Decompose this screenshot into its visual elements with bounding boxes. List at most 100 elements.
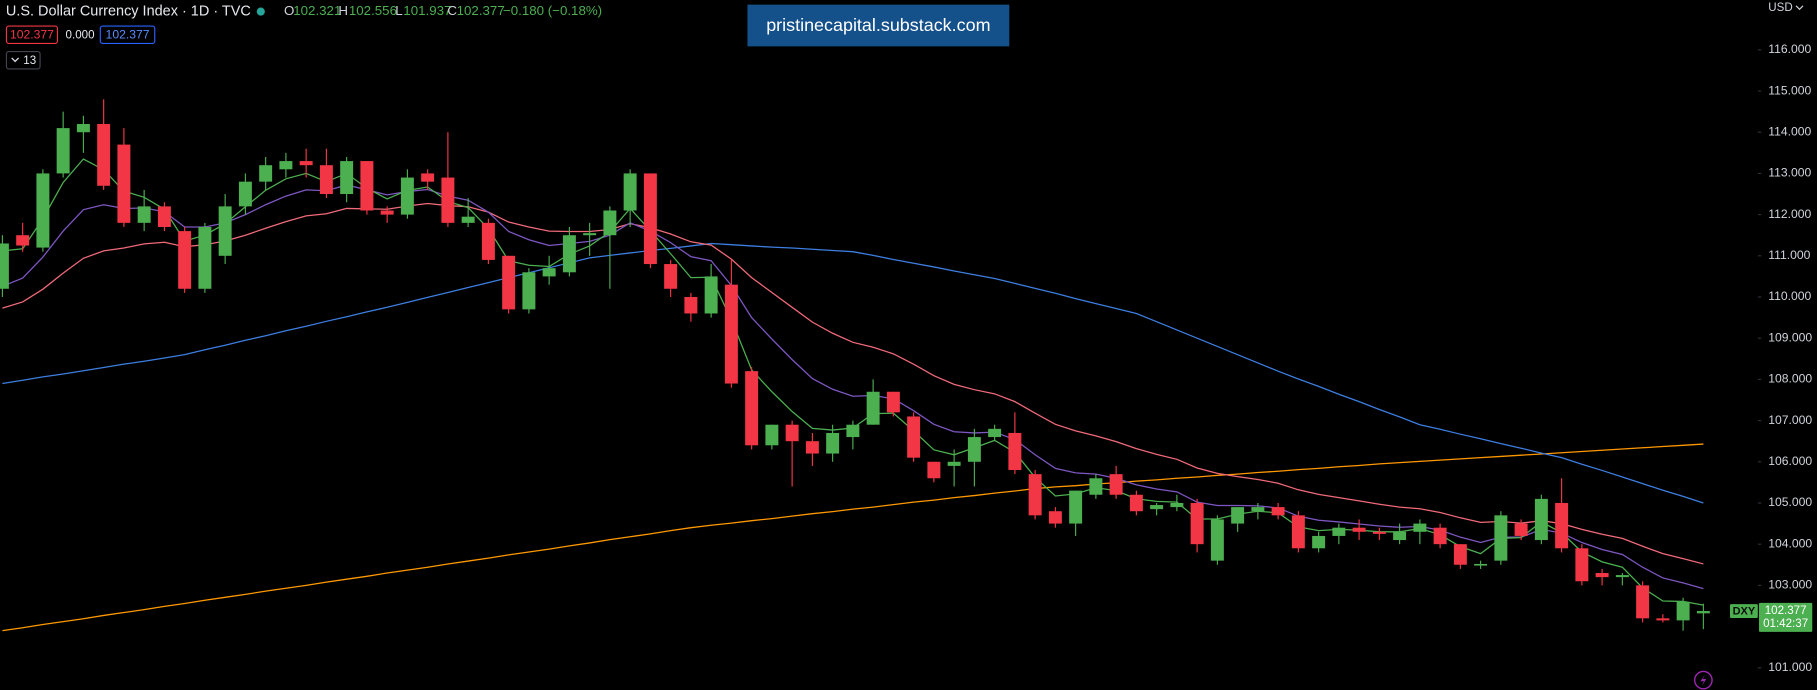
candle-body bbox=[481, 222, 495, 260]
candle-body bbox=[846, 424, 860, 438]
y-tick-label: 106.000 bbox=[1768, 454, 1812, 468]
ohlc-value: 102.556 bbox=[349, 3, 397, 18]
plot-area bbox=[0, 99, 1710, 632]
candle-body bbox=[927, 461, 941, 479]
candle-body bbox=[1251, 507, 1265, 512]
ohlc-value: 102.321 bbox=[293, 3, 341, 18]
candle-body bbox=[1028, 474, 1042, 516]
y-tick-label: 115.000 bbox=[1768, 83, 1811, 97]
candle-body bbox=[1210, 519, 1224, 561]
candle-body bbox=[421, 173, 435, 182]
lightning-button[interactable] bbox=[1693, 670, 1713, 690]
candle-body bbox=[1150, 505, 1164, 510]
candle-body bbox=[1372, 531, 1386, 534]
candle-body bbox=[583, 233, 597, 236]
candle-body bbox=[664, 264, 678, 289]
candle-body bbox=[76, 123, 90, 133]
candle-body bbox=[1534, 498, 1548, 541]
candle-body bbox=[988, 428, 1002, 438]
candle-body bbox=[279, 161, 293, 170]
bid-badge[interactable] bbox=[5, 25, 59, 45]
ohlc-value: 101.937 bbox=[403, 3, 451, 18]
candle-body bbox=[1170, 502, 1184, 508]
y-tick-label: 116.000 bbox=[1768, 42, 1811, 56]
candle-body bbox=[785, 424, 799, 442]
candle-body bbox=[947, 461, 961, 466]
candle-body bbox=[1595, 573, 1609, 578]
candle-body bbox=[1555, 502, 1569, 549]
bid-price: 102.377 bbox=[10, 28, 54, 42]
candle-body bbox=[1352, 527, 1366, 532]
spread: 0.000 bbox=[66, 29, 95, 41]
y-tick-label: 112.000 bbox=[1768, 207, 1811, 221]
candle-body bbox=[623, 173, 637, 211]
candle-body bbox=[1636, 585, 1650, 619]
candle-body bbox=[907, 416, 921, 458]
symbol-badge bbox=[1730, 604, 1758, 618]
candle-body bbox=[178, 231, 192, 289]
ohlc-label: O bbox=[284, 3, 294, 18]
candle-body bbox=[1453, 544, 1467, 565]
indicator-count: 13 bbox=[23, 55, 36, 67]
candle-body bbox=[218, 206, 232, 256]
indicators-toggle[interactable] bbox=[5, 50, 41, 70]
candle-body bbox=[380, 210, 394, 215]
ask-badge[interactable] bbox=[99, 25, 156, 45]
symbol-label: DXY bbox=[1733, 606, 1756, 618]
lightning-icon bbox=[1700, 674, 1707, 687]
candle-body bbox=[1494, 515, 1508, 561]
candle-body bbox=[1433, 527, 1447, 545]
ohlc-label: H bbox=[338, 3, 348, 18]
candle-body bbox=[603, 210, 617, 236]
y-tick-label: 103.000 bbox=[1768, 578, 1812, 592]
candle-body bbox=[1190, 502, 1204, 545]
candle-body bbox=[1474, 563, 1488, 566]
candle-body bbox=[36, 173, 50, 248]
y-tick-label: 107.000 bbox=[1768, 413, 1812, 427]
ask-price: 102.377 bbox=[106, 28, 150, 42]
y-tick-label: 111.000 bbox=[1768, 248, 1810, 262]
candle-body bbox=[765, 424, 779, 446]
candle-body bbox=[0, 243, 9, 289]
candle-body bbox=[360, 161, 374, 211]
status-dot bbox=[256, 7, 265, 16]
candle-body bbox=[1332, 527, 1346, 536]
candle-body bbox=[724, 284, 738, 384]
candle-body bbox=[886, 391, 900, 413]
moving-average bbox=[2, 202, 1704, 565]
price-badge bbox=[1758, 602, 1813, 632]
currency[interactable]: USD bbox=[1768, 2, 1792, 14]
candle-body bbox=[1129, 494, 1143, 512]
candle-body bbox=[1109, 474, 1123, 495]
y-tick-label: 114.000 bbox=[1768, 124, 1811, 138]
candle-body bbox=[1676, 601, 1690, 621]
candle-body bbox=[684, 297, 698, 314]
ohlc-label: L bbox=[395, 3, 402, 18]
candle-body bbox=[1291, 515, 1305, 549]
ohlc-label: C bbox=[447, 3, 457, 18]
candle-body bbox=[562, 235, 576, 273]
candle-body bbox=[319, 165, 333, 195]
candle-body bbox=[461, 216, 475, 223]
y-tick-label: 110.000 bbox=[1768, 289, 1811, 303]
y-tick-label: 109.000 bbox=[1768, 330, 1812, 344]
watermark: pristinecapital.substack.com bbox=[766, 15, 990, 35]
candle-body bbox=[643, 173, 657, 265]
candle-body bbox=[1231, 507, 1245, 524]
candle-body bbox=[97, 123, 111, 186]
candle-body bbox=[1271, 507, 1285, 516]
chart-title: U.S. Dollar Currency Index · 1D · TVC bbox=[6, 3, 251, 19]
chevron-icon bbox=[1795, 5, 1804, 11]
ohlc-value: 102.377 bbox=[457, 3, 505, 18]
candle-body bbox=[1048, 511, 1062, 524]
y-tick-label: 113.000 bbox=[1768, 166, 1811, 180]
candle-body bbox=[805, 441, 819, 454]
candle-body bbox=[157, 206, 171, 227]
y-tick-label: 108.000 bbox=[1768, 372, 1812, 386]
candle-body bbox=[542, 268, 556, 277]
chevron-icon bbox=[11, 57, 20, 63]
candle-body bbox=[502, 255, 516, 310]
